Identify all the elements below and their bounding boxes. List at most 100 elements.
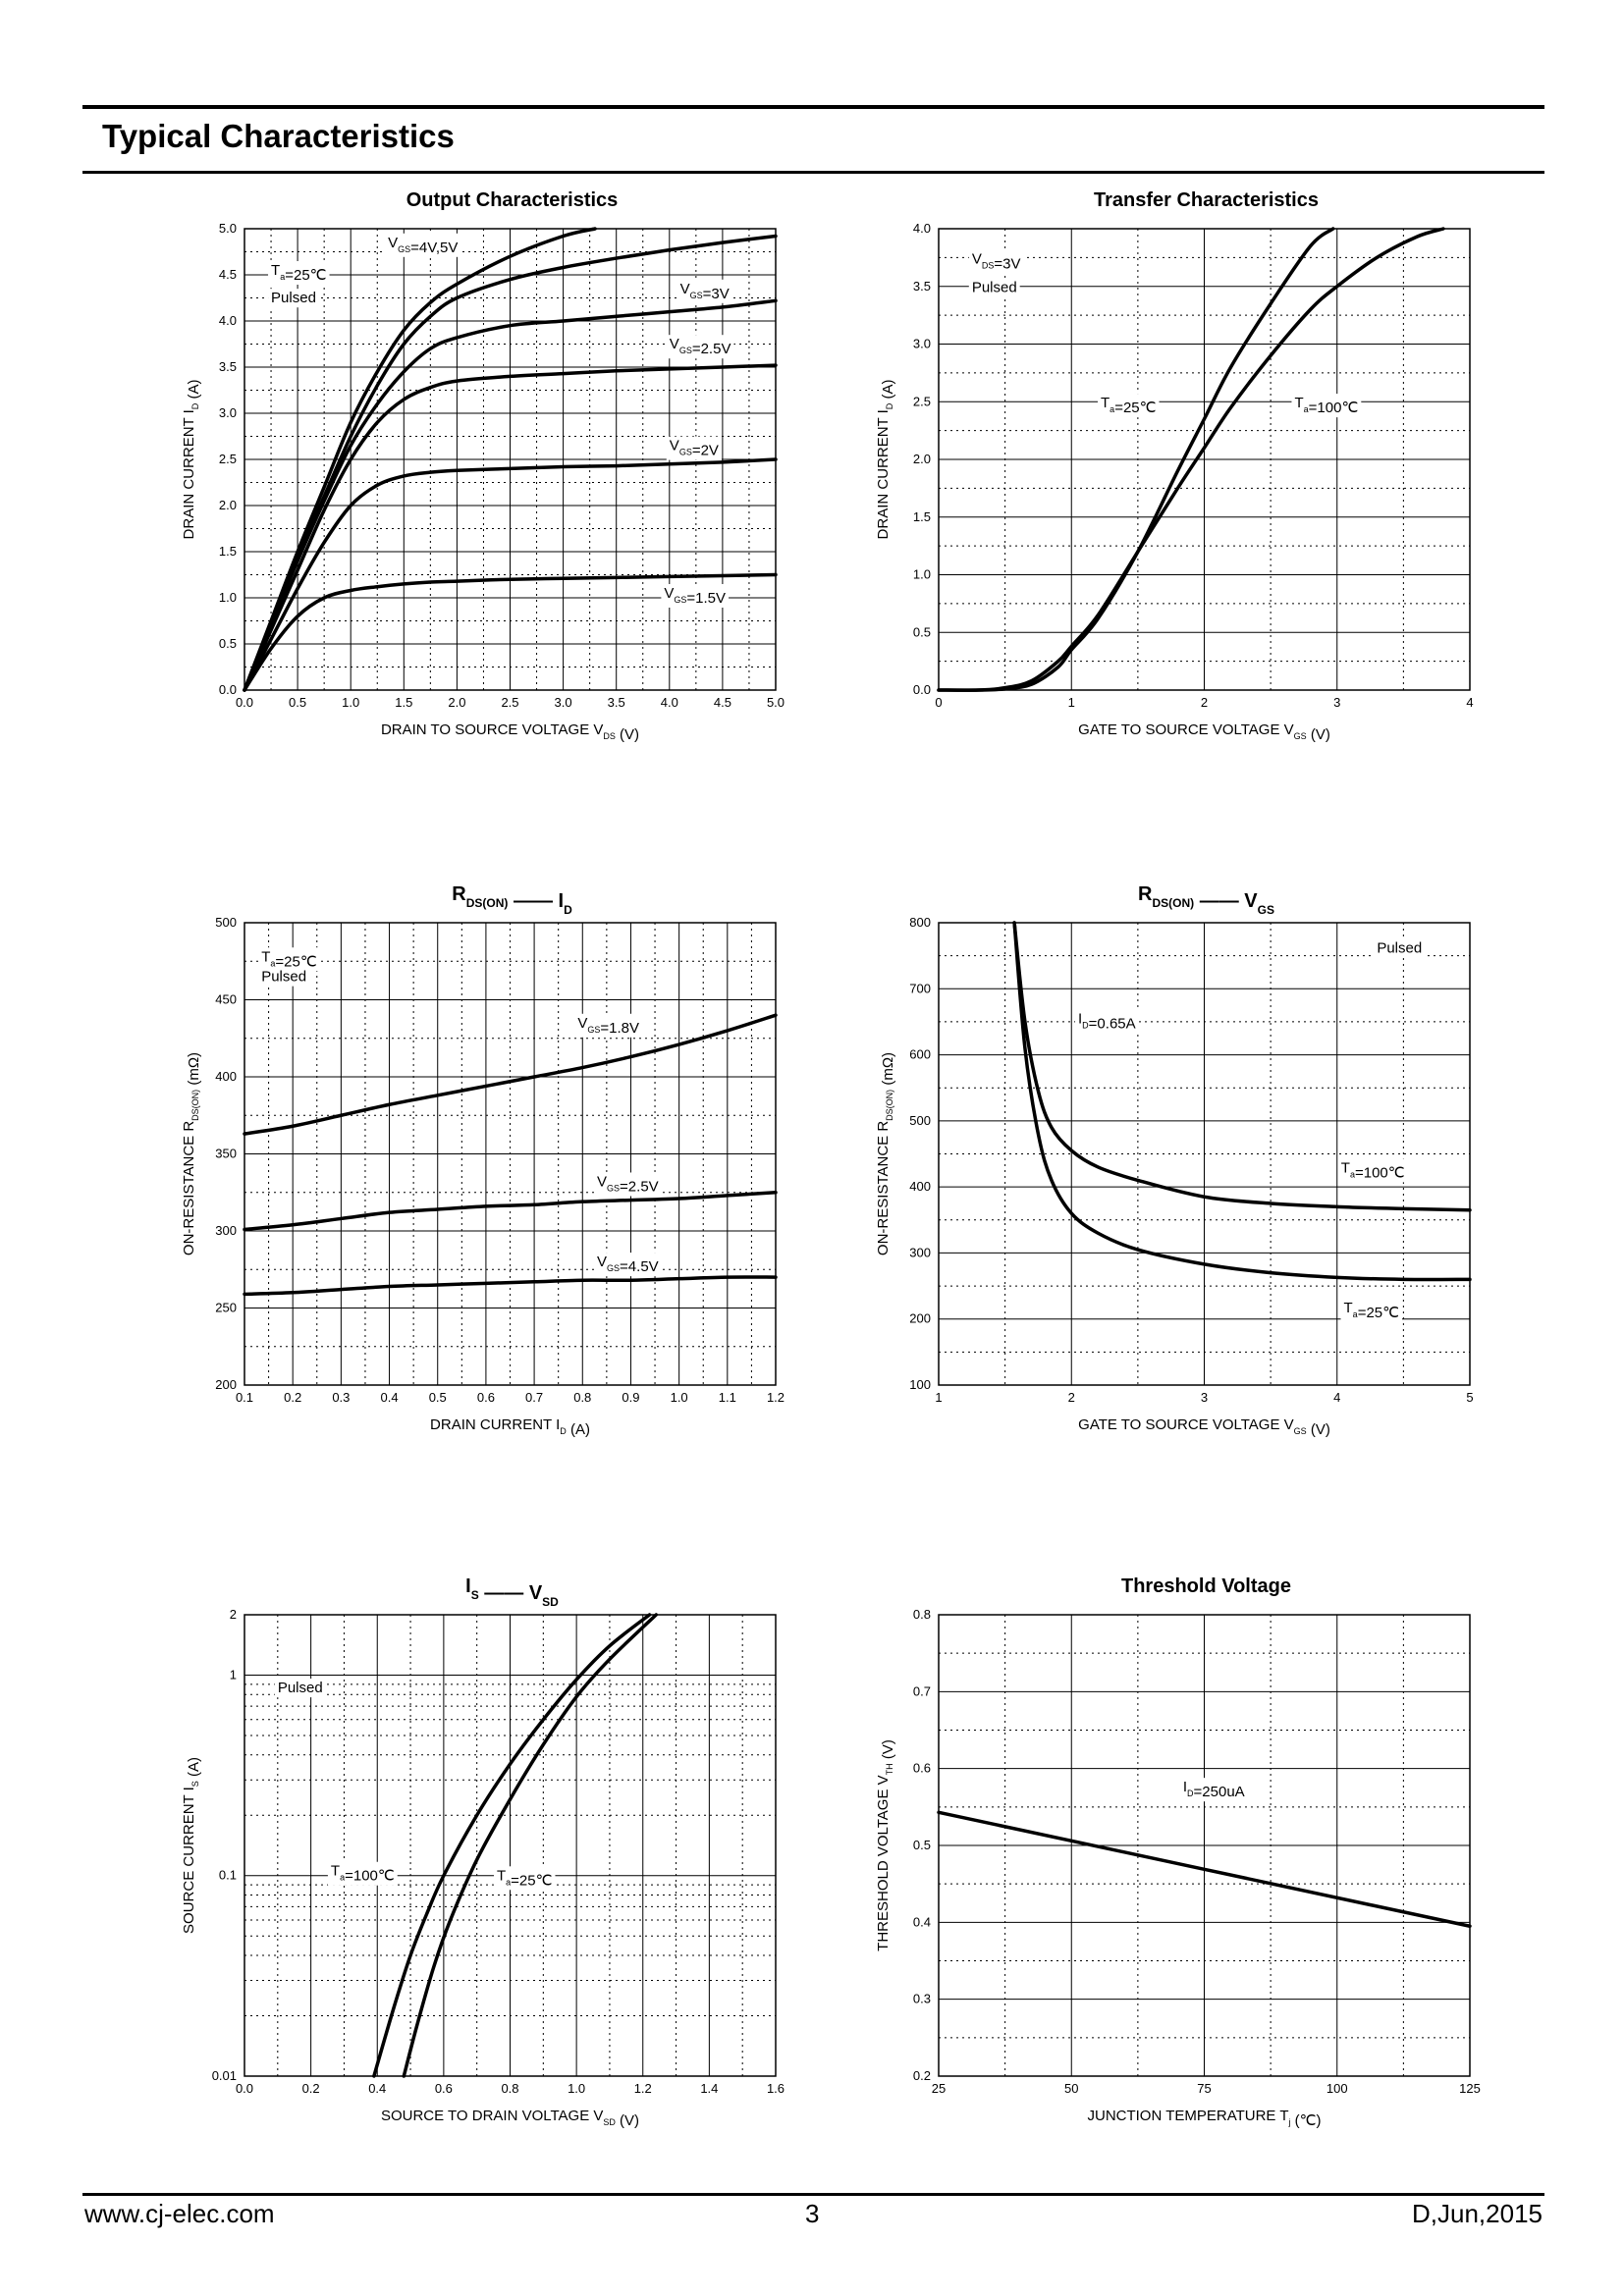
y-tick-label: 0.7 (913, 1683, 931, 1698)
y-axis-label: DRAIN CURRENT ID (A) (181, 380, 202, 540)
y-tick-label: 1.5 (219, 544, 237, 559)
annotation-label: Pulsed (972, 280, 1017, 296)
y-tick-label: 450 (215, 992, 237, 1007)
x-axis-label: SOURCE TO DRAIN VOLTAGE VSD (V) (381, 2108, 639, 2129)
x-tick-label: 3 (1201, 1390, 1208, 1405)
x-tick-label: 2.5 (501, 695, 518, 710)
y-tick-label: 800 (909, 915, 931, 930)
x-tick-label: 1.0 (342, 695, 359, 710)
annotation-label: Pulsed (271, 290, 316, 306)
annotation-bg (666, 436, 722, 460)
x-tick-label: 0.6 (435, 2081, 453, 2096)
y-tick-label: 0.0 (913, 682, 931, 697)
series-line-2 (937, 227, 1445, 692)
y-tick-label: 600 (909, 1047, 931, 1062)
x-tick-label: 0.3 (332, 1390, 350, 1405)
x-tick-label: 2 (1201, 695, 1208, 710)
annotation-label: Ta=100℃ (331, 1863, 395, 1885)
y-tick-label: 200 (909, 1311, 931, 1326)
series-line-1 (937, 1810, 1472, 1928)
annotation-label: VDS=3V (972, 250, 1021, 272)
x-tick-label: 1.2 (767, 1390, 785, 1405)
annotation-bg (268, 261, 330, 285)
y-tick-label: 2.5 (913, 394, 931, 408)
annotation-label: Pulsed (1377, 939, 1422, 956)
annotation-label: VGS=4.5V (597, 1254, 659, 1275)
chart-title: Threshold Voltage (1121, 1575, 1291, 1597)
y-tick-label: 0.5 (913, 1838, 931, 1852)
y-tick-label: 3.5 (219, 359, 237, 374)
annotation-bg (968, 249, 1024, 274)
annotation-bg (661, 584, 730, 608)
y-tick-label: 2.0 (219, 498, 237, 512)
chart-title: Transfer Characteristics (1094, 189, 1319, 211)
x-tick-label: 0.8 (501, 2081, 518, 2096)
annotation-bg (677, 279, 732, 303)
annotation-label: ID=0.65A (1078, 1010, 1136, 1032)
annotation-label: Ta=100℃ (1341, 1159, 1405, 1181)
series-line-3 (243, 1275, 778, 1297)
y-tick-label: 250 (215, 1301, 237, 1315)
plot-frame (938, 1614, 1471, 2077)
x-tick-label: 3.0 (555, 695, 572, 710)
annotation-bg (666, 335, 734, 359)
y-tick-label: 0.01 (212, 2068, 237, 2083)
x-tick-label: 4.5 (714, 695, 731, 710)
series-line-3 (243, 298, 778, 692)
annotation-bg (493, 1866, 556, 1891)
annotation-label: VGS=3V (680, 281, 730, 302)
plot-frame (938, 228, 1471, 691)
footer-date: D,Jun,2015 (1412, 2199, 1543, 2228)
y-tick-label: 700 (909, 981, 931, 995)
annotation-label: Ta=25℃ (1344, 1300, 1399, 1321)
y-tick-label: 1.0 (913, 567, 931, 582)
x-tick-label: 4 (1466, 695, 1473, 710)
y-axis-label: SOURCE CURRENT IS (A) (181, 1757, 202, 1934)
annotation-label: Pulsed (278, 1680, 323, 1696)
x-tick-label: 1 (1068, 695, 1075, 710)
series-line-6 (243, 572, 778, 692)
x-tick-label: 0.2 (284, 1390, 301, 1405)
x-tick-label: 0.0 (236, 2081, 253, 2096)
y-tick-label: 0.0 (219, 682, 237, 697)
series-line-1 (372, 1613, 652, 2078)
x-tick-label: 0.1 (236, 1390, 253, 1405)
header-rule-bottom (82, 171, 1544, 174)
x-tick-label: 3.5 (608, 695, 625, 710)
x-tick-label: 0.7 (525, 1390, 543, 1405)
series-line-1 (1012, 921, 1472, 1212)
y-tick-label: 2 (230, 1607, 237, 1622)
annotation-bg (258, 967, 310, 987)
y-tick-label: 400 (215, 1069, 237, 1084)
annotation-bg (1098, 394, 1160, 418)
x-axis-label: DRAIN TO SOURCE VOLTAGE VDS (V) (381, 721, 639, 743)
annotation-bg (594, 1172, 662, 1197)
y-tick-label: 3.0 (219, 405, 237, 420)
x-tick-label: 2 (1068, 1390, 1075, 1405)
y-tick-label: 3.0 (913, 337, 931, 351)
x-tick-label: 125 (1459, 2081, 1481, 2096)
y-axis-label: DRAIN CURRENT ID (A) (875, 380, 896, 540)
x-tick-label: 0.5 (289, 695, 306, 710)
series-line-2 (402, 1613, 659, 2078)
x-tick-label: 1.6 (767, 2081, 785, 2096)
series-line-4 (243, 363, 778, 692)
annotation-bg (258, 947, 320, 972)
annotation-label: VGS=2.5V (597, 1173, 659, 1195)
y-axis-label: ON-RESISTANCE RDS(ON) (mΩ) (875, 1052, 896, 1255)
y-tick-label: 4.0 (913, 221, 931, 236)
x-tick-label: 4.0 (661, 695, 678, 710)
x-tick-label: 0.5 (429, 1390, 447, 1405)
y-tick-label: 5.0 (219, 221, 237, 236)
chart-title: RDS(ON) —— VGS (1138, 883, 1274, 917)
x-tick-label: 1.0 (568, 2081, 585, 2096)
x-tick-label: 0 (935, 695, 942, 710)
series-line-2 (1012, 921, 1472, 1282)
x-tick-label: 1.0 (671, 1390, 688, 1405)
footer-website: www.cj-elec.com (84, 2199, 275, 2228)
